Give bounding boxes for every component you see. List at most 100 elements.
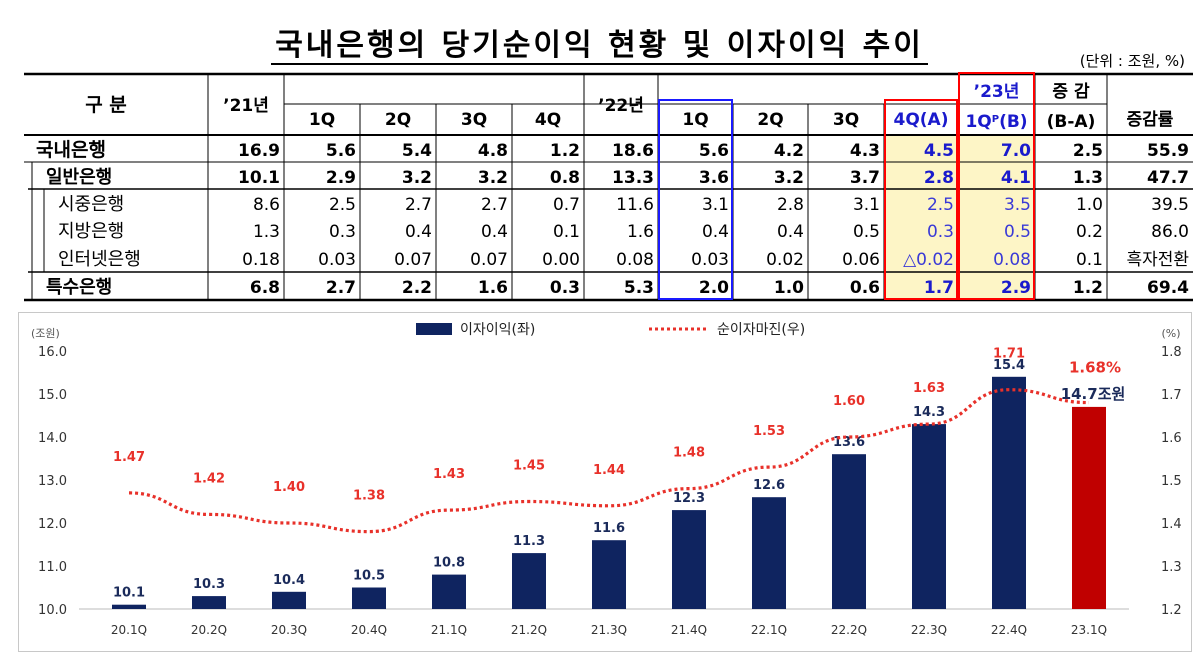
- table-cell: 0.4: [702, 222, 729, 242]
- bar-label: 12.3: [673, 491, 705, 506]
- header-rate: 증감률: [1127, 110, 1174, 130]
- table-cell: 2.2: [402, 278, 432, 298]
- line-label: 1.71: [993, 347, 1025, 362]
- bar: [592, 540, 626, 609]
- table-cell: 0.4: [405, 222, 432, 242]
- table-cell: 2.8: [777, 195, 804, 215]
- table-cell: 10.1: [238, 168, 280, 188]
- table-cell: 1.3: [1073, 168, 1103, 188]
- table-cell: 2.9: [326, 168, 356, 188]
- right-tick-label: 1.6: [1161, 431, 1182, 446]
- bar: [112, 604, 146, 609]
- bar-label: 10.1: [113, 586, 145, 601]
- line-label: 1.43: [433, 467, 465, 482]
- bar: [352, 587, 386, 609]
- table-cell: 3.6: [699, 168, 729, 188]
- row-label: 특수은행: [46, 277, 112, 298]
- table-cell: 5.6: [699, 141, 729, 161]
- header-q23-1: 1QP(B): [965, 112, 1027, 132]
- table-cell: 2.7: [326, 278, 356, 298]
- table-cell: 0.03: [318, 250, 356, 270]
- bar: [752, 497, 786, 609]
- bar-label: 11.3: [513, 534, 545, 549]
- bar-label: 15.4: [993, 358, 1025, 373]
- bar-label: 14.7조원: [1061, 385, 1126, 403]
- table-cell: 8.6: [253, 195, 280, 215]
- q22-1-box: [658, 99, 733, 300]
- table-cell: 0.08: [993, 250, 1031, 270]
- table-cell: 0.5: [853, 222, 880, 242]
- header-q3: 3Q: [461, 110, 487, 130]
- table-cell: 2.5: [927, 195, 954, 215]
- bar: [192, 596, 226, 609]
- table-cell: 0.3: [927, 222, 954, 242]
- header-y23: ’23년: [974, 82, 1020, 102]
- line-label: 1.42: [193, 471, 225, 486]
- table-cell: 1.2: [1073, 278, 1103, 298]
- line-label: 1.63: [913, 381, 945, 396]
- table-cell: 7.0: [1001, 141, 1031, 161]
- left-tick-label: 10.0: [38, 603, 67, 618]
- left-tick-label: 13.0: [38, 474, 67, 489]
- table-cell: 1.6: [627, 222, 654, 242]
- header-q4: 4Q: [535, 110, 561, 130]
- table-cell: 3.2: [478, 168, 508, 188]
- table-cell: 0.18: [242, 250, 280, 270]
- right-tick-label: 1.5: [1161, 474, 1182, 489]
- unit-label: (단위 : 조원, %): [1079, 52, 1185, 70]
- table-cell: 0.3: [550, 278, 580, 298]
- page-title-text: 국내은행의 당기순이익 현황 및 이자이익 추이: [271, 28, 928, 65]
- table-cell: 0.00: [542, 250, 580, 270]
- right-axis-label: (%): [1161, 327, 1180, 340]
- bar: [272, 591, 306, 609]
- line-label: 1.53: [753, 424, 785, 439]
- row-label: 국내은행: [36, 139, 106, 161]
- nim-line: [128, 388, 1090, 534]
- category-label: 21.3Q: [591, 623, 627, 637]
- table-cell: 0.7: [553, 195, 580, 215]
- category-label: 21.2Q: [511, 623, 547, 637]
- table-cell: 39.5: [1151, 195, 1189, 215]
- table-cell: 0.07: [394, 250, 432, 270]
- table-cell: 1.0: [1076, 195, 1103, 215]
- header-y22: ’22년: [598, 96, 644, 116]
- table-cell: 1.6: [478, 278, 508, 298]
- table-cell: 0.08: [616, 250, 654, 270]
- left-tick-label: 12.0: [38, 517, 67, 532]
- table-cell: 0.02: [766, 250, 804, 270]
- page-title: 국내은행의 당기순이익 현황 및 이자이익 추이: [0, 20, 1199, 65]
- line-label: 1.68%: [1069, 359, 1121, 377]
- table-cell: 2.5: [1073, 141, 1103, 161]
- category-label: 22.3Q: [911, 623, 947, 637]
- table-cell: 11.6: [616, 195, 654, 215]
- bar-label: 10.5: [353, 569, 385, 584]
- category-label: 21.4Q: [671, 623, 707, 637]
- table-cell: 0.3: [329, 222, 356, 242]
- row-label: 지방은행: [58, 221, 124, 242]
- table-cell: 5.6: [326, 141, 356, 161]
- table-cell: 0.06: [842, 250, 880, 270]
- bar: [912, 424, 946, 609]
- table-cell: 3.1: [702, 195, 729, 215]
- table-cell: 1.2: [550, 141, 580, 161]
- left-axis-label: (조원): [31, 327, 60, 340]
- header-q22-3: 3Q: [833, 110, 859, 130]
- header-q22-1: 1Q: [682, 110, 708, 130]
- table-cell: 3.2: [774, 168, 804, 188]
- table-cell: 5.3: [624, 278, 654, 298]
- table-cell: 4.2: [774, 141, 804, 161]
- table-cell: 2.8: [924, 168, 954, 188]
- header-gubun: 구 분: [85, 94, 127, 116]
- q23-1-box: [958, 72, 1035, 300]
- table-cell: 0.1: [1076, 250, 1103, 270]
- right-tick-label: 1.7: [1161, 388, 1182, 403]
- table-cell: 0.4: [777, 222, 804, 242]
- category-label: 22.1Q: [751, 623, 787, 637]
- bar: [832, 454, 866, 609]
- header-q22-4: 4Q(A): [894, 110, 949, 130]
- table-cell: 1.0: [774, 278, 804, 298]
- category-label: 22.2Q: [831, 623, 867, 637]
- chart-panel: (조원) (%) 10.0 11.0 12.0 13.0 14.0 15.0 16.0 1.2 1.…: [18, 312, 1192, 652]
- line-label: 1.48: [673, 446, 705, 461]
- right-tick-label: 1.4: [1161, 517, 1182, 532]
